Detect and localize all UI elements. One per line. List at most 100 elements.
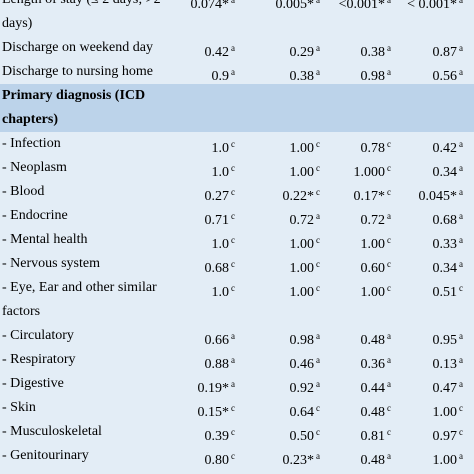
superscript: c (316, 283, 320, 293)
superscript: c (387, 259, 391, 269)
row-label: days) (2, 16, 33, 31)
superscript: c (231, 139, 235, 149)
value-text: 0.39 (204, 429, 230, 444)
superscript: a (231, 331, 235, 341)
cell-value: 0.48 a (361, 444, 392, 473)
superscript: a (387, 211, 391, 221)
value-text: 1.0 (211, 165, 230, 180)
table-row: - Infection 1.0 c 1.00 c 0.78 c 0.42 a (0, 132, 474, 156)
cell-value: 0.51 c (433, 276, 464, 305)
value-text: 0.97 (432, 429, 458, 444)
table-row: - Circulatory 0.66 a 0.98 a 0.48 a 0.95 a (0, 324, 474, 348)
row-label: - Neoplasm (2, 160, 67, 175)
cell-value: 0.39 c (205, 420, 236, 449)
cell-value: 0.23* a (283, 444, 321, 473)
cell-value: 0.64 c (290, 396, 321, 425)
value-text: 0.48 (360, 453, 386, 468)
value-text: 0.56 (432, 69, 458, 84)
value-text: 1.0 (211, 237, 230, 252)
table-row: - Nervous system 0.68 c 1.00 c 0.60 c 0.34 a (0, 252, 474, 276)
value-text: 0.48 (360, 333, 386, 348)
value-text: 0.48 (360, 405, 386, 420)
superscript: c (231, 235, 235, 245)
superscript: c (387, 163, 391, 173)
value-text: 0.15* (197, 405, 230, 420)
row-label: - Digestive (2, 376, 64, 391)
value-text: 0.9 (211, 69, 230, 84)
row-label: - Circulatory (2, 328, 74, 343)
cell-value: 1.00 c (361, 228, 392, 257)
cell-value: 1.0 c (212, 156, 236, 185)
value-text: 0.19* (197, 381, 230, 396)
value-text: 0.17* (353, 189, 386, 204)
cell-value: 0.005* a (276, 0, 321, 17)
superscript: a (231, 67, 235, 77)
superscript: c (231, 451, 235, 461)
table-row: - Eye, Ear and other similar 1.0 c 1.00 c … (0, 276, 474, 300)
value-text: 0.78 (360, 141, 386, 156)
value-text: 1.000 (353, 165, 386, 180)
row-label: - Infection (2, 136, 61, 151)
cell-value: 0.71 c (205, 204, 236, 233)
value-text: 0.72 (360, 213, 386, 228)
superscript: c (387, 235, 391, 245)
value-text: <0.001* (338, 0, 385, 12)
cell-value: 0.045* a (419, 180, 464, 209)
cell-value: 0.50 c (290, 420, 321, 449)
superscript: c (459, 283, 463, 293)
superscript: a (459, 259, 463, 269)
superscript: c (387, 283, 391, 293)
superscript: c (231, 163, 235, 173)
superscript: c (387, 403, 391, 413)
superscript: a (459, 451, 463, 461)
superscript: a (459, 355, 463, 365)
cell-value: 0.38 a (361, 36, 392, 65)
value-text: 0.34 (432, 165, 458, 180)
superscript: a (316, 331, 320, 341)
row-label: - Nervous system (2, 256, 100, 271)
superscript: a (387, 379, 391, 389)
row-label: Discharge on weekend day (2, 40, 153, 55)
cell-value: 1.00 c (290, 156, 321, 185)
value-text: 0.045* (418, 189, 458, 204)
section-header-row: Primary diagnosis (ICD (0, 84, 474, 108)
section-header-row: chapters) (0, 108, 474, 132)
value-text: 1.00 (289, 141, 315, 156)
value-text: 1.00 (432, 405, 458, 420)
value-text: 0.13 (432, 357, 458, 372)
value-text: 0.72 (289, 213, 315, 228)
row-label: - Eye, Ear and other similar (2, 280, 157, 295)
superscript: c (316, 139, 320, 149)
cell-value: 0.15* c (198, 396, 236, 425)
section-header: chapters) (2, 112, 58, 127)
cell-value: 0.56 a (433, 60, 464, 89)
cell-value: 0.9 a (212, 60, 236, 89)
value-text: 0.33 (432, 237, 458, 252)
value-text: 0.38 (360, 45, 386, 60)
superscript: c (231, 403, 235, 413)
superscript: a (459, 331, 463, 341)
value-text: 1.00 (432, 453, 458, 468)
superscript: a (459, 139, 463, 149)
value-text: 0.68 (204, 261, 230, 276)
superscript: a (459, 0, 463, 5)
table-row: Discharge on weekend day 0.42 a 0.29 a 0.3… (0, 36, 474, 60)
cell-value: 0.48 c (361, 396, 392, 425)
value-text: 0.47 (432, 381, 458, 396)
value-text: 0.88 (204, 357, 230, 372)
value-text: 0.005* (275, 0, 315, 12)
value-text: 0.27 (204, 189, 230, 204)
row-label: factors (2, 304, 41, 319)
cell-value: 0.27 c (205, 180, 236, 209)
cell-value: 1.00 a (433, 444, 464, 473)
value-text: 1.00 (289, 237, 315, 252)
cell-value: 1.0 c (212, 276, 236, 305)
cell-value: 1.0 c (212, 228, 236, 257)
value-text: 1.00 (289, 285, 315, 300)
cell-value: 0.87 a (433, 36, 464, 65)
table-row: factors (0, 300, 474, 324)
value-text: 0.80 (204, 453, 230, 468)
superscript: a (387, 43, 391, 53)
value-text: 0.81 (360, 429, 386, 444)
